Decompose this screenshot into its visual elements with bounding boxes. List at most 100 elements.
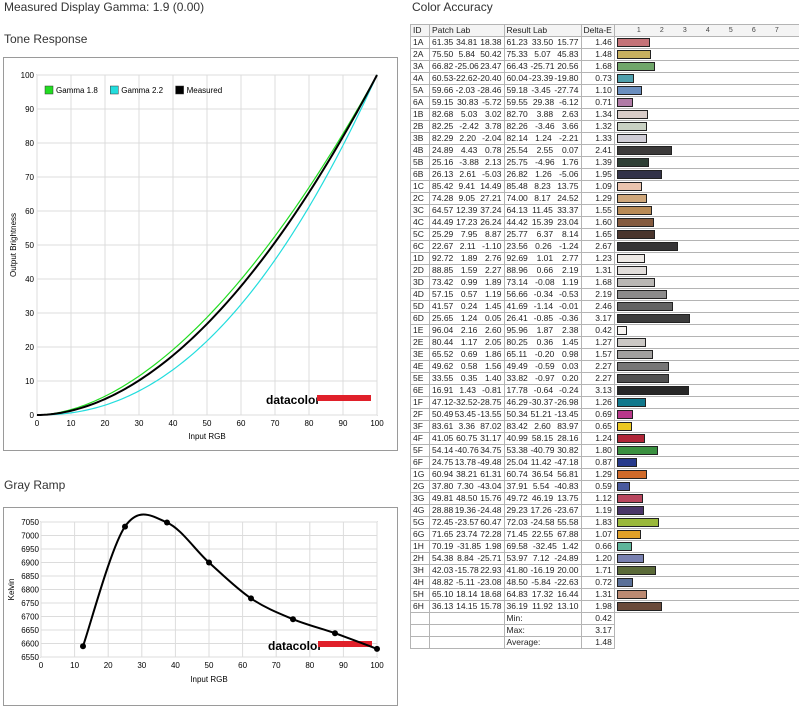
lab-value: 46.19	[531, 493, 554, 503]
delta-e-value: 0.71	[580, 96, 615, 109]
delta-e-value: 1.83	[580, 516, 615, 529]
patch-id: 4H	[410, 576, 430, 589]
lab-value: 30.82	[557, 445, 579, 455]
patch-lab: 54.38 8.84 -25.71	[429, 552, 505, 565]
delta-e-bar	[616, 146, 673, 155]
result-lab: 92.69 1.01 2.77	[503, 252, 582, 265]
result-lab: 85.48 8.23 13.75	[503, 180, 582, 193]
lab-value: 37.91	[506, 481, 528, 491]
patch-id: 1D	[410, 252, 430, 265]
patch-id: 2H	[410, 552, 430, 565]
lab-value: 64.83	[506, 589, 528, 599]
table-row: 2D 88.85 1.59 2.27 88.96 0.66 2.19 1.31	[410, 264, 799, 277]
patch-id: 1F	[410, 396, 430, 409]
delta-e-bar-cell	[613, 288, 799, 301]
delta-e-bar	[616, 470, 647, 479]
lab-value: -23.08	[477, 577, 502, 587]
patch-lab: 65.52 0.69 1.86	[429, 348, 505, 361]
lab-value: -3.88	[459, 157, 479, 167]
result-lab: 82.14 1.24 -2.21	[503, 132, 582, 145]
lab-value: 22.93	[480, 565, 502, 575]
patch-id: 4B	[410, 144, 430, 157]
delta-e-value: 1.65	[580, 228, 615, 241]
summary-empty	[429, 624, 505, 637]
lab-value: -15.78	[454, 565, 479, 575]
summary-value: 3.17	[580, 624, 615, 637]
table-header-row: ID Patch Lab Result Lab Delta-E 1 2 3 4 5 6 7	[410, 24, 799, 37]
delta-e-value: 1.29	[580, 192, 615, 205]
lab-value: 1.98	[484, 541, 502, 551]
table-row: 4H 48.82 -5.11 -23.08 48.50 -5.84 -22.63 0.72	[410, 576, 799, 589]
patch-lab: 85.42 9.41 14.49	[429, 180, 505, 193]
table-row: 3A 66.82 -25.06 23.47 66.43 -25.71 20.56 1.68	[410, 60, 799, 73]
delta-e-value: 0.69	[580, 408, 615, 421]
table-row: 2B 82.25 -2.42 3.78 82.26 -3.46 3.66 1.32	[410, 120, 799, 133]
lab-value: 41.57	[432, 301, 454, 311]
delta-e-bar-cell	[613, 384, 799, 397]
delta-e-value: 1.48	[580, 48, 615, 61]
result-lab: 71.45 22.55 67.88	[503, 528, 582, 541]
patch-lab: 33.55 0.35 1.40	[429, 372, 505, 385]
lab-value: 53.38	[506, 445, 528, 455]
x-tick-label: 30	[137, 661, 146, 670]
result-lab: 23.56 0.26 -1.24	[503, 240, 582, 253]
tone-response-title: Tone Response	[4, 32, 88, 46]
lab-value: 0.36	[536, 337, 554, 347]
patch-id: 3F	[410, 420, 430, 433]
lab-value: 48.50	[506, 577, 528, 587]
datacolor-logo-bar	[318, 641, 372, 647]
lab-value: 1.76	[561, 157, 579, 167]
delta-e-bar-cell	[613, 96, 799, 109]
patch-id: 3H	[410, 564, 430, 577]
lab-value: 15.78	[480, 601, 502, 611]
lab-value: 23.56	[506, 241, 528, 251]
lab-value: 28.88	[432, 505, 454, 515]
y-tick-label: 6700	[21, 613, 39, 622]
y-tick-label: 7050	[21, 518, 39, 527]
kelvin-point	[374, 645, 380, 652]
delta-e-bar-cell	[613, 192, 799, 205]
delta-e-bar-cell	[613, 564, 799, 577]
delta-e-bar-cell	[613, 348, 799, 361]
lab-value: 60.04	[506, 73, 528, 83]
table-row: 6D 25.65 1.24 0.05 26.41 -0.85 -0.36 3.17	[410, 312, 799, 325]
lab-value: 28.16	[557, 433, 579, 443]
lab-value: 57.15	[432, 289, 454, 299]
lab-value: 56.81	[557, 469, 579, 479]
delta-e-bar-cell	[613, 336, 799, 349]
lab-value: 92.69	[506, 253, 528, 263]
x-tick-label: 80	[305, 419, 314, 428]
patch-lab: 71.65 23.74 72.28	[429, 528, 505, 541]
lab-value: 83.42	[506, 421, 528, 431]
result-lab: 50.34 51.21 -13.45	[503, 408, 582, 421]
lab-value: 1.45	[561, 337, 579, 347]
lab-value: 23.74	[456, 529, 478, 539]
kelvin-point	[122, 523, 128, 530]
lab-value: 36.54	[531, 469, 554, 479]
patch-id: 3D	[410, 276, 430, 289]
lab-value: -23.57	[454, 517, 479, 527]
delta-e-bar	[616, 254, 646, 263]
summary-empty	[429, 636, 505, 649]
patch-id: 5H	[410, 588, 430, 601]
y-tick-label: 70	[25, 173, 34, 182]
delta-e-bar-cell	[613, 240, 799, 253]
patch-id: 1E	[410, 324, 430, 337]
lab-value: -0.64	[533, 385, 554, 395]
lab-value: 60.53	[432, 73, 454, 83]
delta-e-bar	[616, 122, 648, 131]
patch-id: 2C	[410, 192, 430, 205]
patch-id: 3G	[410, 492, 430, 505]
scale-tick-label: 2	[659, 27, 664, 34]
patch-lab: 70.19 -31.85 1.98	[429, 540, 505, 553]
result-lab: 69.58 -32.45 1.42	[503, 540, 582, 553]
lab-value: -0.08	[535, 277, 555, 287]
lab-value: -19.80	[554, 73, 579, 83]
x-tick-label: 70	[271, 419, 280, 428]
table-row: 1G 60.94 38.21 61.31 60.74 36.54 56.81 1.29	[410, 468, 799, 481]
lab-value: -5.03	[482, 169, 502, 179]
delta-e-bar-cell	[613, 528, 799, 541]
lab-value: 50.34	[506, 409, 528, 419]
delta-e-bar	[616, 290, 668, 299]
delta-e-value: 0.42	[580, 324, 615, 337]
